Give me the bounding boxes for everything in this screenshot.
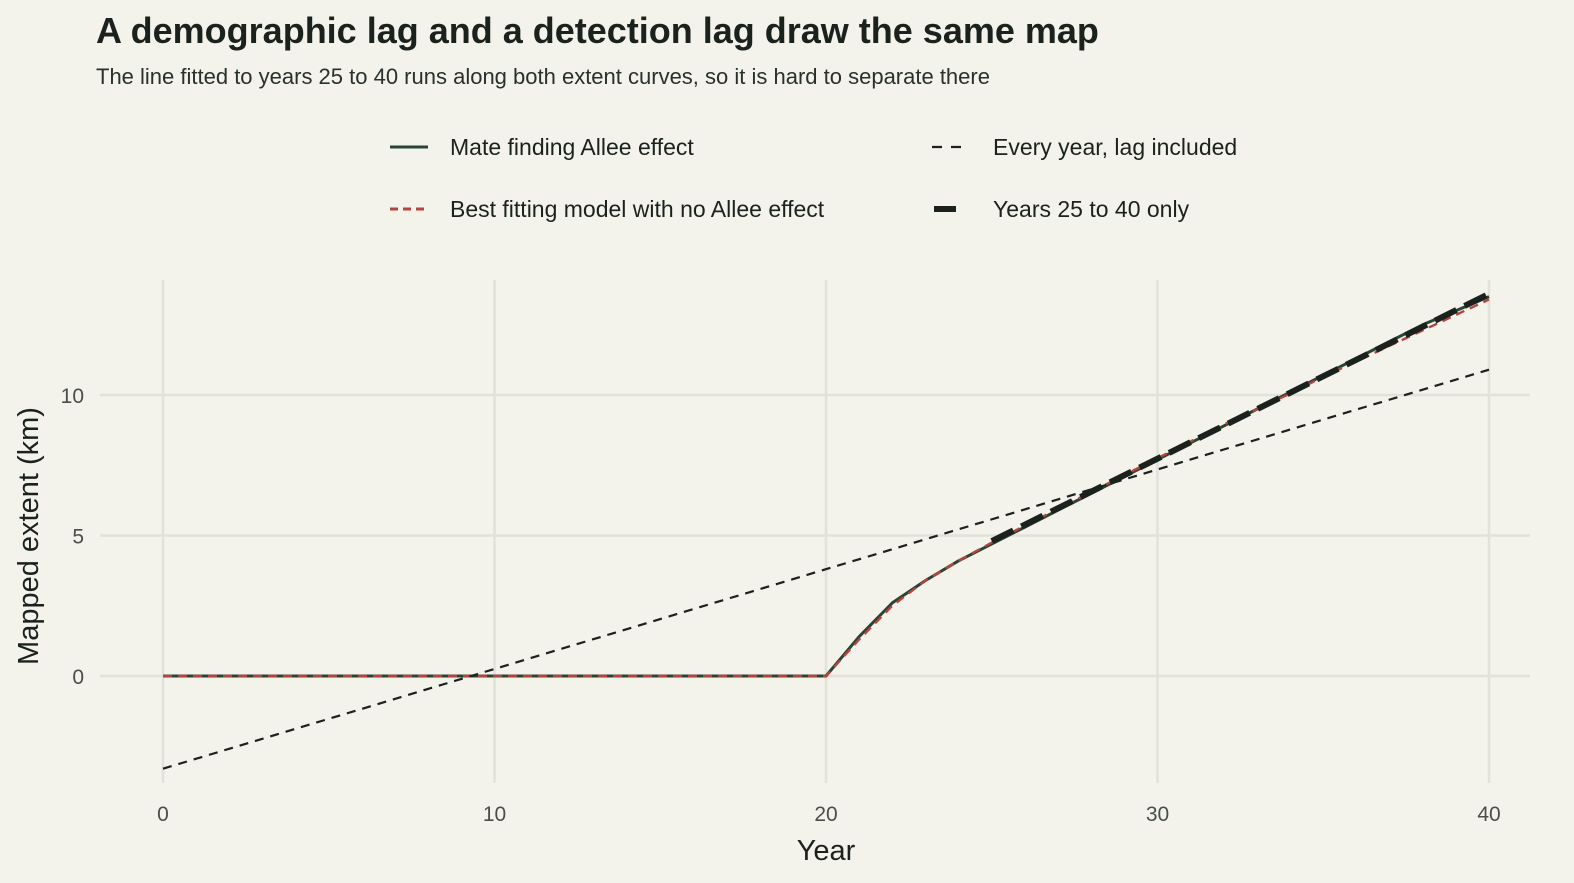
x-tick-label-40: 40 xyxy=(1477,803,1500,826)
y-tick-label-5: 5 xyxy=(72,526,84,549)
y-axis-title: Mapped extent (km) xyxy=(13,407,45,665)
legend-label-years-25-40: Years 25 to 40 only xyxy=(993,196,1190,222)
series-no-allee-line xyxy=(163,298,1490,678)
x-axis-title: Year xyxy=(797,835,856,867)
x-tick-label-30: 30 xyxy=(1146,803,1169,826)
x-tick-label-0: 0 xyxy=(157,803,169,826)
tick-labels: 0 10 20 30 40 0 5 10 xyxy=(61,385,1501,826)
grid xyxy=(100,280,1530,783)
legend: Mate finding Allee effect Best fitting m… xyxy=(390,134,1237,222)
series-years-25-40-line xyxy=(990,291,1491,544)
x-tick-label-10: 10 xyxy=(483,803,506,826)
chart-subtitle: The line fitted to years 25 to 40 runs a… xyxy=(96,64,990,89)
legend-label-every-year: Every year, lag included xyxy=(993,134,1237,160)
y-tick-label-0: 0 xyxy=(72,666,84,689)
series-group xyxy=(162,291,1491,770)
legend-label-no-allee: Best fitting model with no Allee effect xyxy=(450,196,825,222)
y-tick-label-10: 10 xyxy=(61,385,84,408)
chart-title: A demographic lag and a detection lag dr… xyxy=(96,10,1099,51)
legend-label-allee: Mate finding Allee effect xyxy=(450,134,694,160)
x-tick-label-20: 20 xyxy=(814,803,837,826)
series-every-year-line xyxy=(162,368,1490,770)
